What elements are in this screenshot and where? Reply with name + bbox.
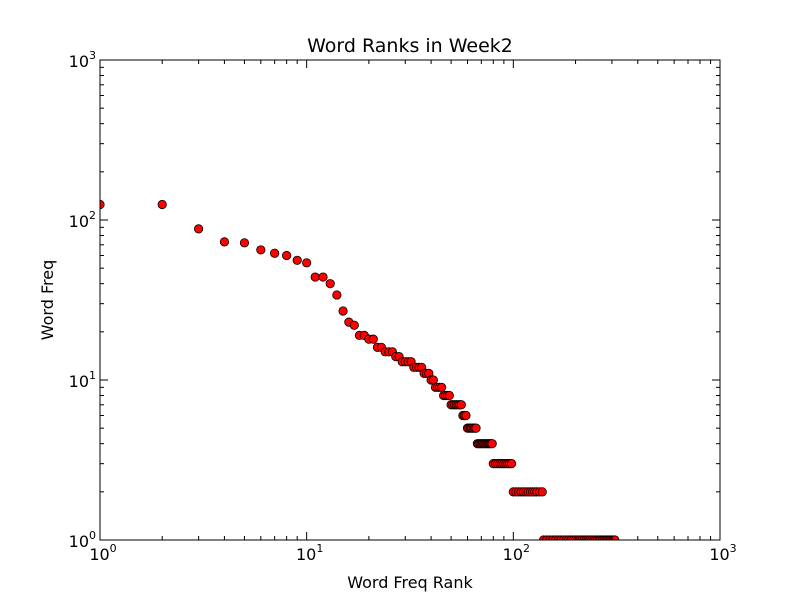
data-point — [338, 306, 348, 316]
data-point — [325, 279, 335, 289]
x-axis-title: Word Freq Rank — [347, 573, 473, 592]
data-point — [461, 410, 471, 421]
data-point — [282, 250, 292, 261]
x-axis-tick-labels: 100 101 102 103 — [89, 542, 736, 564]
data-point — [487, 439, 497, 449]
data-point — [349, 320, 359, 330]
data-point — [537, 487, 547, 497]
x-tick-label: 101 — [296, 542, 323, 564]
y-axis-tick-labels: 100 101 102 103 — [69, 49, 96, 551]
data-point — [157, 199, 167, 210]
data-point — [444, 390, 454, 401]
data-point — [292, 255, 302, 265]
y-tick-label: 102 — [69, 209, 96, 231]
y-tick-label: 103 — [69, 49, 96, 71]
data-point — [318, 272, 328, 282]
data-point — [302, 258, 312, 268]
data-point — [332, 290, 342, 300]
axis-ticks — [99, 59, 721, 541]
chart-title: Word Ranks in Week2 — [307, 35, 513, 57]
data-point — [239, 238, 250, 248]
data-point — [471, 423, 481, 433]
y-axis-title: Word Freq — [38, 260, 57, 340]
y-tick-label: 100 — [69, 529, 96, 551]
data-point — [270, 248, 280, 258]
x-tick-label: 103 — [709, 542, 736, 564]
x-tick-label: 100 — [89, 542, 116, 564]
data-point — [256, 245, 266, 255]
data-point — [310, 272, 320, 282]
data-point — [506, 459, 517, 469]
plot-area-frame — [99, 59, 721, 541]
x-tick-label: 102 — [503, 542, 530, 564]
data-point — [219, 237, 230, 247]
y-tick-label: 101 — [69, 369, 96, 391]
data-point — [437, 382, 447, 392]
data-points — [100, 199, 620, 540]
data-point — [368, 334, 378, 344]
data-point — [456, 400, 466, 410]
data-point — [194, 224, 204, 234]
